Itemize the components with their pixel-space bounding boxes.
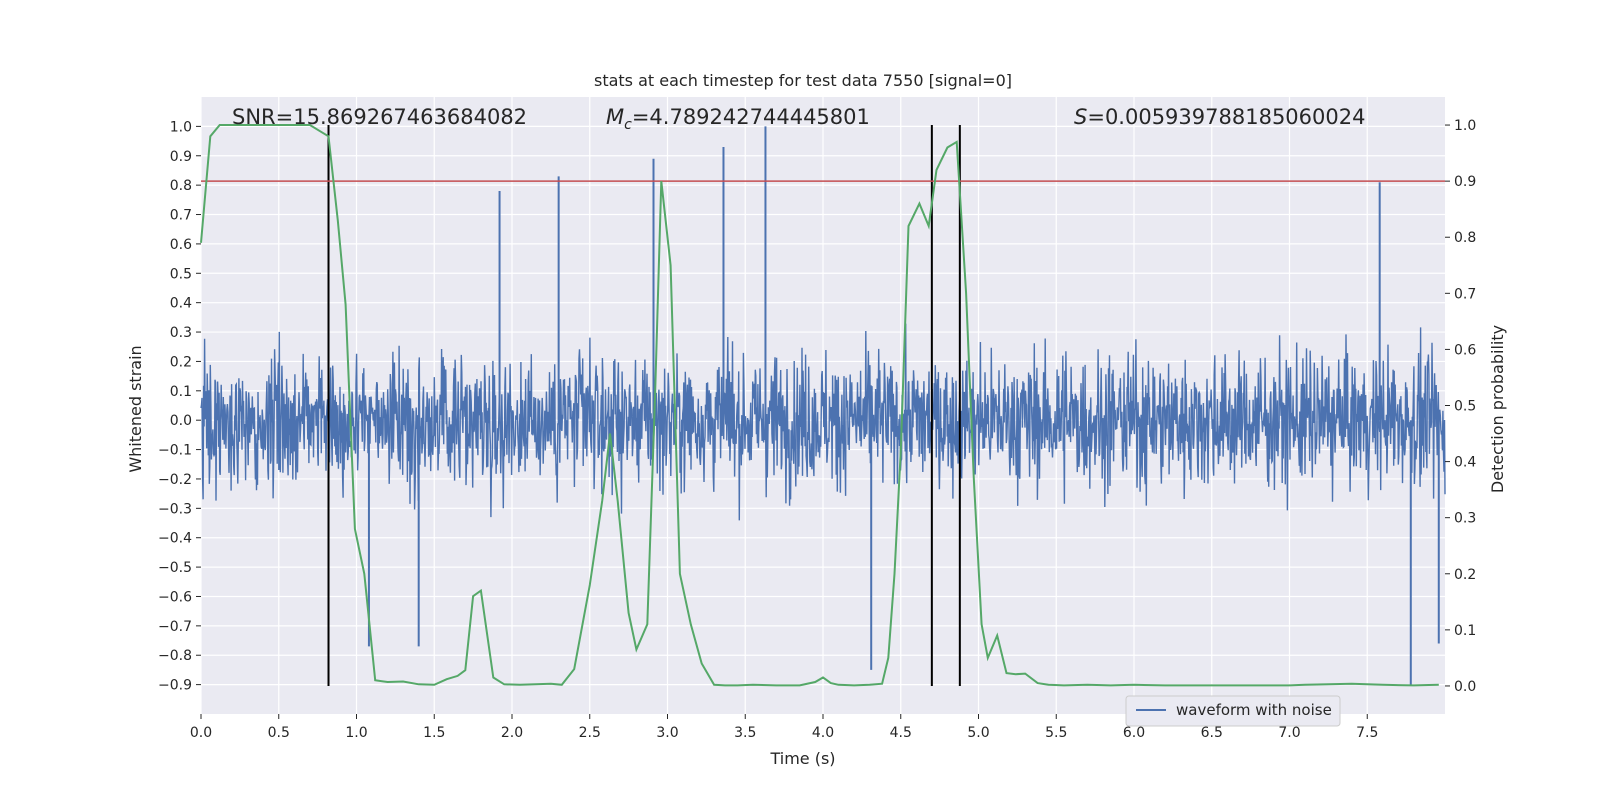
y2-axis-label: Detection probability	[1488, 325, 1507, 493]
waveform-series	[200, 126, 1446, 685]
waveform-line	[200, 323, 1446, 521]
y2-tick-label: 0.2	[1454, 567, 1476, 583]
legend: waveform with noise	[1125, 695, 1341, 727]
y2-tick-label: 1.0	[1454, 118, 1476, 134]
y-tick-label: −0.6	[158, 589, 192, 605]
y2-tick-label: 0.0	[1454, 679, 1476, 695]
x-tick-label: 6.0	[1123, 725, 1145, 741]
chirp-mass-symbol: M	[606, 105, 624, 129]
y2-tick-label: 0.8	[1454, 230, 1476, 246]
y-tick-label: −0.3	[158, 501, 192, 517]
y-tick-label: 0.4	[170, 296, 192, 312]
y-tick-label: 0.1	[170, 384, 192, 400]
y-axis-ticks: −0.9 −0.8 −0.7 −0.6 −0.5 −0.4 −0.3 −0.2 −0.1 0.0 0…	[158, 119, 201, 694]
probability-line	[200, 124, 1439, 687]
y-tick-label: 0.2	[170, 354, 192, 370]
y2-tick-label: 0.3	[1454, 511, 1476, 527]
s-symbol: S	[1074, 105, 1087, 129]
x-tick-label: 7.0	[1278, 725, 1300, 741]
x-tick-label: 2.5	[579, 725, 601, 741]
y-tick-label: 0.6	[170, 237, 192, 253]
x-tick-label: 5.5	[1045, 725, 1067, 741]
snr-annotation: SNR=15.869267463684082	[232, 105, 527, 129]
x-tick-label: 0.0	[190, 725, 212, 741]
y-tick-label: −0.1	[158, 443, 192, 459]
x-axis-label: Time (s)	[769, 749, 835, 768]
y-tick-label: 0.9	[170, 149, 192, 165]
y-tick-label: −0.5	[158, 560, 192, 576]
x-tick-label: 4.0	[812, 725, 834, 741]
y-tick-label: 0.7	[170, 208, 192, 224]
y-tick-label: −0.2	[158, 472, 192, 488]
chirp-mass-annotation: Mc=4.789242744445801	[606, 105, 870, 133]
y-tick-label: 1.0	[170, 119, 192, 135]
y2-tick-label: 0.9	[1454, 174, 1476, 190]
y-tick-label: 0.0	[170, 413, 192, 429]
y2-tick-label: 0.5	[1454, 399, 1476, 415]
y-tick-label: −0.9	[158, 678, 192, 694]
x-tick-label: 0.5	[268, 725, 290, 741]
x-tick-label: 7.5	[1356, 725, 1378, 741]
vertical-markers	[327, 125, 961, 686]
chirp-mass-subscript: c	[624, 117, 632, 133]
s-value: =0.005939788185060024	[1087, 105, 1365, 129]
x-tick-label: 2.0	[501, 725, 523, 741]
x-tick-label: 1.5	[423, 725, 445, 741]
legend-box	[1125, 695, 1341, 727]
x-tick-label: 6.5	[1201, 725, 1223, 741]
y2-axis-ticks: 0.0 0.1 0.2 0.3 0.4 0.5 0.6 0.7 0.8 0.9 1.0	[1445, 118, 1476, 695]
legend-label: waveform with noise	[1176, 701, 1332, 719]
x-tick-label: 4.5	[890, 725, 912, 741]
y2-tick-label: 0.4	[1454, 455, 1476, 471]
x-tick-label: 1.0	[345, 725, 367, 741]
x-tick-label: 3.0	[656, 725, 678, 741]
x-tick-label: 3.5	[734, 725, 756, 741]
y-tick-label: 0.3	[170, 325, 192, 341]
chart-title: stats at each timestep for test data 755…	[594, 71, 1012, 90]
y-tick-label: −0.7	[158, 619, 192, 635]
y-tick-label: −0.4	[158, 531, 192, 547]
x-axis-ticks: 0.0 0.5 1.0 1.5 2.0 2.5 3.0 3.5 4.0 4.5 5.0 5.5 6.0 6…	[190, 714, 1378, 741]
y2-tick-label: 0.6	[1454, 342, 1476, 358]
y-tick-label: 0.8	[170, 178, 192, 194]
chirp-mass-value: =4.789242744445801	[632, 105, 870, 129]
probability-series	[200, 124, 1439, 687]
y2-tick-label: 0.1	[1454, 623, 1476, 639]
y-axis-label: Whitened strain	[126, 345, 145, 472]
x-tick-label: 5.0	[967, 725, 989, 741]
y-tick-label: 0.5	[170, 266, 192, 282]
y2-tick-label: 0.7	[1454, 286, 1476, 302]
y-tick-label: −0.8	[158, 648, 192, 664]
s-annotation: S=0.005939788185060024	[1074, 105, 1365, 129]
